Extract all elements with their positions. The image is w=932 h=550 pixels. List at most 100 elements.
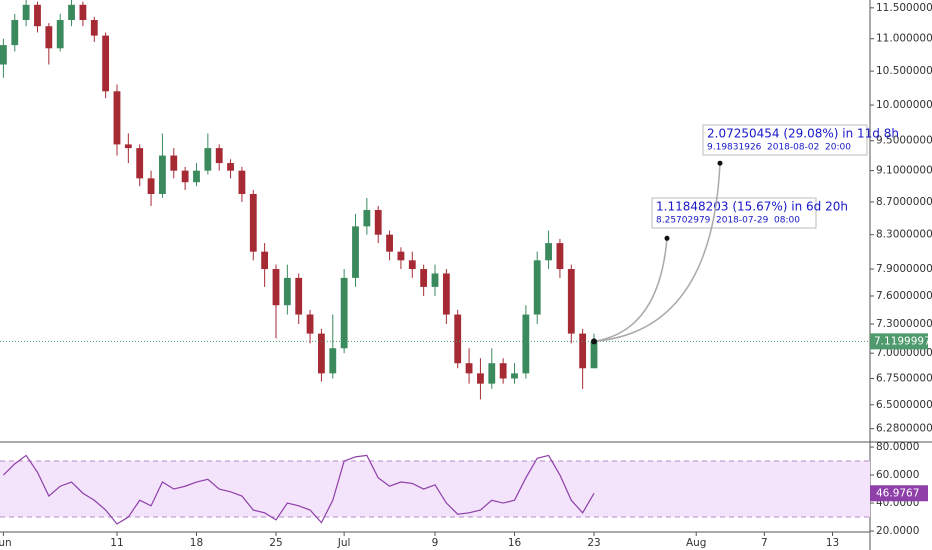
candle-body (545, 243, 552, 261)
candle-body (147, 178, 155, 194)
last-price-box (870, 333, 928, 350)
y-tick-label: 7.30000000 (876, 318, 932, 330)
annotations: 1.11848203 (15.67%) in 6d 20h 8.25702979 2… (591, 124, 899, 345)
candle-body (340, 277, 348, 349)
y-tick-label: 11.00000000 (876, 33, 932, 45)
candle-body (306, 314, 314, 334)
candle-body (181, 170, 189, 183)
projection-arrow (593, 163, 721, 343)
x-tick-label: 11 (110, 537, 123, 549)
candle-body (499, 363, 507, 379)
candle-body (170, 155, 178, 171)
rsi-line (2, 454, 595, 525)
candle-body (261, 251, 269, 270)
y-tick-label: 6.28000000 (876, 423, 932, 435)
projection-price: 8.25702979 (656, 216, 711, 226)
projection-date: 2018-07-29 08:00 (716, 216, 800, 226)
candle-body (465, 363, 473, 374)
price-pane (0, 0, 870, 400)
candle-body (329, 348, 337, 374)
candle-body (408, 260, 416, 270)
rsi-last-box (870, 485, 928, 502)
candle-body (420, 269, 428, 287)
projection-text: 1.11848203 (15.67%) in 6d 20h (656, 200, 848, 214)
candle-body (204, 148, 212, 171)
x-tick-label: Jul (337, 537, 351, 549)
y-tick-label: 10.00000000 (876, 99, 932, 111)
current-point (591, 338, 598, 345)
y-tick-label: 7.90000000 (876, 263, 932, 275)
y-tick-label: 6.75000000 (876, 372, 932, 384)
last-price-label: 7.11999976 (874, 335, 932, 347)
x-tick-label: 25 (269, 537, 282, 549)
candle-body (159, 155, 166, 194)
y-tick-label: 8.70000000 (876, 196, 932, 208)
candle-body (90, 20, 98, 36)
x-tick-label: Jun (0, 537, 12, 549)
x-tick-label: 13 (826, 537, 839, 549)
candle-body (431, 273, 439, 287)
candle-body (567, 269, 575, 334)
x-tick-label: 18 (190, 537, 203, 549)
y-tick-label: 8.30000000 (876, 229, 932, 241)
candle-body (272, 269, 280, 306)
projection-arrow (593, 238, 668, 343)
candle-body (511, 373, 518, 379)
candle-body (533, 260, 541, 315)
y-tick-label: 6.50000000 (876, 399, 932, 411)
x-tick-label: 23 (587, 537, 600, 549)
x-tick-label: 7 (761, 537, 768, 549)
candle-body (522, 314, 530, 374)
y-tick-label: 10.50000000 (876, 65, 932, 77)
x-tick-label: 9 (432, 537, 439, 549)
rsi-tick-label: 20.0000 (876, 525, 919, 537)
candle-body (386, 234, 393, 252)
rsi-band (0, 461, 870, 518)
candle-body (397, 251, 405, 261)
candle-body (124, 144, 132, 149)
projection-date: 2018-08-02 20:00 (767, 143, 851, 153)
candle-body (283, 277, 291, 306)
y-tick-label: 9.50000000 (876, 135, 932, 147)
candle-body (454, 314, 462, 364)
candle-body (0, 45, 7, 65)
candle-body (238, 170, 246, 194)
candle-body (45, 26, 53, 49)
candle-body (249, 193, 257, 252)
rsi-tick-label: 80.0000 (876, 441, 919, 453)
projection-target (664, 235, 670, 241)
x-tick-label: 16 (508, 537, 522, 549)
rsi-pane (0, 454, 870, 525)
candle-body (113, 91, 121, 145)
projection-price: 9.19831926 (707, 143, 762, 153)
projection-box (651, 197, 817, 229)
candle-body (22, 4, 30, 21)
candle-body (34, 4, 41, 27)
candle-body (590, 341, 598, 369)
candle-body (56, 20, 64, 49)
candle-body (363, 209, 371, 227)
candle-body (556, 243, 564, 270)
x-tick-label: Aug (686, 537, 707, 549)
projection-text: 2.07250454 (29.08%) in 11d 8h (707, 127, 899, 141)
y-tick-label: 7.60000000 (876, 290, 932, 302)
candle-body (352, 226, 359, 278)
candle-body (102, 35, 110, 92)
rsi-tick-label: 60.0000 (876, 469, 919, 481)
projection-target (717, 160, 723, 166)
candle-body (374, 209, 382, 235)
candle-body (68, 4, 75, 21)
candle-body (579, 333, 587, 369)
candle-body (215, 148, 223, 164)
projection-box (702, 124, 868, 156)
candle-body (318, 333, 325, 374)
y-tick-label: 11.50000000 (876, 2, 932, 14)
candle-body (136, 148, 144, 179)
rsi-last-label: 46.9767 (876, 487, 919, 499)
candle-body (488, 363, 496, 384)
candle-body (79, 4, 87, 21)
candle-body (442, 273, 450, 315)
candle-body (11, 20, 19, 46)
